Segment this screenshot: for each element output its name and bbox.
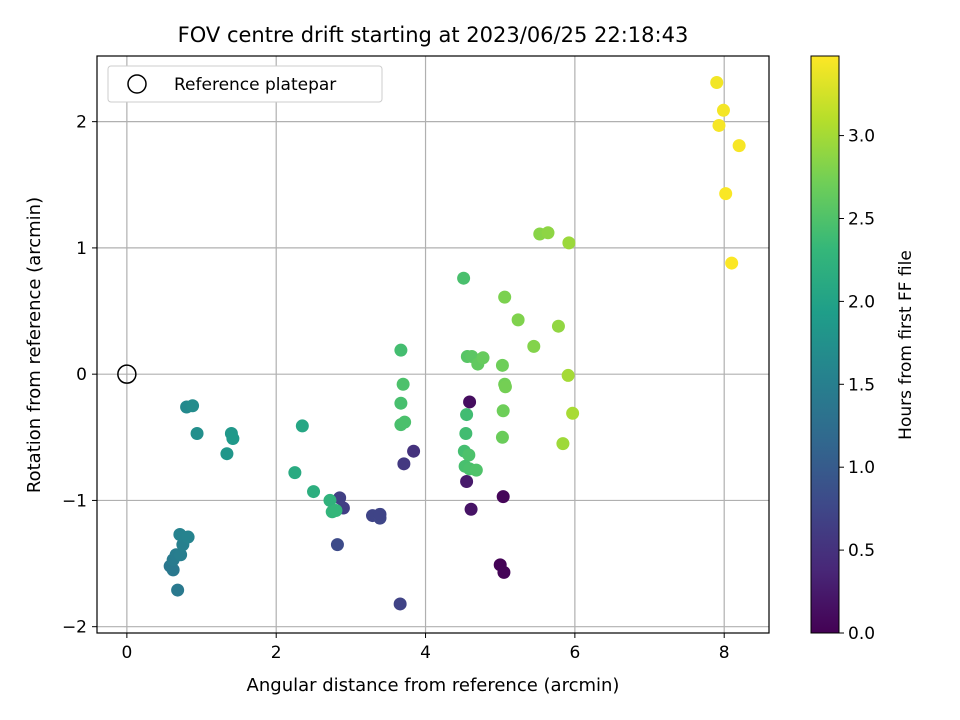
data-point (398, 415, 412, 429)
x-axis-ticks: 0 2 4 6 8 (121, 633, 730, 663)
data-point (166, 563, 180, 577)
colorbar-tick-label: 1.5 (848, 375, 875, 395)
data-point (394, 396, 408, 410)
data-point (511, 313, 525, 327)
data-point (716, 103, 730, 117)
colorbar-frame (810, 55, 840, 634)
x-tick-label: 4 (420, 643, 431, 663)
data-point (551, 319, 565, 333)
data-point (373, 507, 387, 521)
data-point (460, 474, 474, 488)
data-point (562, 236, 576, 250)
colorbar-tick-label: 2.0 (848, 292, 875, 312)
data-point (220, 447, 234, 461)
legend-box (107, 65, 383, 103)
chart-title: FOV centre drift starting at 2023/06/25 … (178, 23, 689, 47)
colorbar-gradient (811, 56, 839, 633)
data-point (556, 437, 570, 451)
colorbar-tick-label: 3.0 (848, 127, 875, 147)
plot-frame (96, 55, 770, 634)
data-point (469, 463, 483, 477)
y-tick-label: −2 (62, 618, 87, 638)
data-point (463, 395, 477, 409)
data-point (307, 485, 321, 499)
y-axis-ticks: −2 −1 0 1 2 (62, 113, 97, 638)
x-axis-label: Angular distance from reference (arcmin) (247, 675, 620, 696)
colorbar: 0.0 0.5 1.0 1.5 2.0 2.5 3.0 Hours from first F… (810, 55, 916, 644)
reference-platepar-marker (117, 364, 137, 384)
data-point (190, 427, 204, 441)
data-point (460, 408, 474, 422)
colorbar-label: Hours from first FF file (896, 250, 916, 440)
legend: Reference platepar (107, 65, 383, 103)
data-point (527, 339, 541, 353)
data-point (323, 493, 337, 507)
x-tick-label: 0 (121, 643, 132, 663)
data-point (464, 502, 478, 516)
y-tick-label: −1 (62, 491, 87, 511)
y-axis-label: Rotation from reference (arcmin) (24, 197, 45, 493)
data-point (226, 432, 240, 446)
data-point (541, 226, 555, 240)
data-point (561, 368, 575, 382)
data-point (174, 548, 188, 562)
data-point (459, 427, 473, 441)
data-point (407, 444, 421, 458)
data-point (330, 538, 344, 552)
y-tick-label: 0 (76, 365, 87, 385)
data-point (495, 430, 509, 444)
data-point (495, 358, 509, 372)
data-point (732, 139, 746, 153)
colorbar-tick-label: 1.0 (848, 458, 875, 478)
data-point (496, 490, 510, 504)
data-point (181, 530, 195, 544)
scatter-points (163, 76, 746, 611)
data-point (186, 399, 200, 413)
data-point (329, 504, 343, 518)
data-point (497, 565, 511, 579)
colorbar-ticks: 0.0 0.5 1.0 1.5 2.0 2.5 3.0 (839, 127, 875, 644)
data-point (396, 377, 410, 391)
data-point (719, 187, 733, 201)
legend-entry-reference: Reference platepar (174, 75, 336, 95)
data-point (397, 457, 411, 471)
data-point (394, 343, 408, 357)
x-tick-label: 8 (719, 643, 730, 663)
data-point (566, 406, 580, 420)
data-point (295, 419, 309, 433)
x-tick-label: 2 (271, 643, 282, 663)
colorbar-tick-label: 0.0 (848, 624, 875, 644)
y-tick-label: 2 (76, 113, 87, 133)
data-point (725, 256, 739, 270)
data-point (462, 448, 476, 462)
data-point (171, 583, 185, 597)
grid-lines (97, 56, 769, 633)
x-tick-label: 6 (569, 643, 580, 663)
data-point (498, 290, 512, 304)
legend-marker (127, 74, 147, 94)
data-point (710, 76, 724, 90)
data-point (288, 466, 302, 480)
colorbar-tick-label: 0.5 (848, 541, 875, 561)
colorbar-tick-label: 2.5 (848, 209, 875, 229)
data-point (496, 404, 510, 418)
y-tick-label: 1 (76, 239, 87, 259)
data-point (393, 597, 407, 611)
data-point (476, 351, 490, 365)
data-point (457, 271, 471, 285)
data-point (498, 380, 512, 394)
data-point (712, 118, 726, 132)
